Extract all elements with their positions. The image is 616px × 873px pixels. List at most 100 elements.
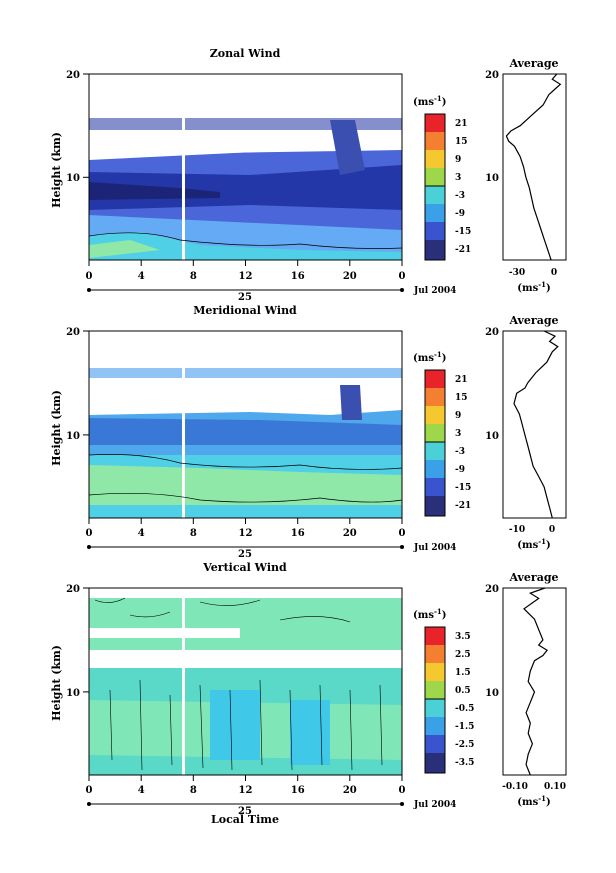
zonal-cbar-tick-5: -9 — [455, 209, 465, 219]
meridional-y-ticks — [83, 330, 89, 436]
meridional-date-label: Jul 2004 — [413, 543, 456, 553]
meridional-xtick-6: 0 — [399, 528, 406, 539]
meridional-plume — [340, 385, 362, 420]
zonal-cbar-tick-7: -21 — [455, 245, 471, 255]
meridional-xtick-5: 20 — [343, 528, 357, 539]
meridional-title: Meridional Wind — [193, 304, 297, 317]
vertical-xtick-5: 20 — [343, 785, 357, 796]
zonal-near-surface — [89, 232, 402, 260]
vertical-xtick-4: 16 — [291, 785, 305, 796]
meridional-contour — [88, 454, 403, 503]
vertical-y-ticks — [83, 587, 89, 693]
vertical-colorbar — [424, 626, 446, 774]
meridional-profile-line — [513, 330, 559, 519]
meridional-ytick-10: 10 — [66, 431, 80, 442]
zonal-xtick-3: 12 — [239, 271, 253, 282]
vertical-upper-band — [89, 598, 402, 650]
vertical-profile-xlabel: (ms-1) — [517, 794, 550, 808]
zonal-profile-ytick-20: 20 — [485, 70, 499, 81]
meridional-trop-band — [89, 368, 402, 378]
zonal-date-label: Jul 2004 — [413, 286, 456, 296]
vertical-xtick-6: 0 — [399, 785, 406, 796]
zonal-cbar-tick-3: 3 — [455, 173, 461, 183]
vertical-cbar-unit: (ms-1) — [413, 607, 446, 621]
vertical-wind-panel: Vertical Wind 0 4 8 12 16 20 0 — [50, 561, 567, 826]
meridional-ytick-20: 20 — [66, 327, 80, 338]
vertical-cbar-tick-2: 1.5 — [455, 668, 471, 678]
vertical-cbar-tick-1: 2.5 — [455, 650, 471, 660]
zonal-cbar-unit: (ms-1) — [413, 94, 446, 108]
meridional-heatmap — [89, 331, 402, 518]
zonal-profile-xtick-0: -30 — [509, 268, 525, 278]
meridional-cbar-tick-5: -9 — [455, 465, 465, 475]
vertical-ytick-20: 20 — [66, 584, 80, 595]
zonal-profile-line — [505, 73, 562, 261]
vertical-cbar-tick-7: -3.5 — [455, 758, 474, 768]
vertical-day-axis — [87, 802, 404, 806]
meridional-xtick-1: 4 — [138, 528, 145, 539]
zonal-day-label: 25 — [238, 292, 252, 303]
vertical-profile-line — [523, 587, 548, 776]
meridional-day-axis — [87, 545, 404, 549]
meridional-xtick-2: 8 — [190, 528, 197, 539]
vertical-profile-xtick-1: 0.10 — [544, 782, 566, 792]
meridional-cbar-tick-2: 9 — [455, 411, 461, 421]
meridional-profile-title: Average — [508, 314, 558, 327]
zonal-jet-darkest — [89, 182, 220, 200]
meridional-xtick-3: 12 — [239, 528, 253, 539]
zonal-cbar-tick-6: -15 — [455, 227, 471, 237]
meridional-profile-ytick-10: 10 — [485, 431, 499, 442]
vertical-x-ticks — [88, 775, 403, 781]
meridional-xtick-0: 0 — [86, 528, 93, 539]
zonal-cbar-tick-2: 9 — [455, 155, 461, 165]
vertical-xlabel: Local Time — [211, 813, 279, 826]
zonal-surface-green — [89, 240, 160, 258]
zonal-tropopause-band — [89, 118, 402, 130]
zonal-plume — [330, 120, 365, 175]
vertical-profile-xtick-0: -0.10 — [502, 782, 528, 792]
zonal-ytick-10: 10 — [66, 173, 80, 184]
meridional-cbar-tick-0: 21 — [455, 375, 468, 385]
zonal-profile-xtick-1: 0 — [551, 268, 557, 278]
meridional-wind-panel: Meridional Wind 0 4 8 12 16 20 0 — [50, 304, 567, 560]
vertical-cbar-tick-3: 0.5 — [455, 686, 471, 696]
zonal-profile-xlabel: (ms-1) — [517, 280, 550, 294]
zonal-xtick-1: 4 — [138, 271, 145, 282]
zonal-cbar-tick-4: -3 — [455, 191, 465, 201]
meridional-ylabel: Height (km) — [50, 390, 63, 466]
vertical-ylabel: Height (km) — [50, 645, 63, 721]
zonal-gap — [182, 74, 185, 260]
zonal-xtick-2: 8 — [190, 271, 197, 282]
zonal-day-axis — [87, 288, 404, 292]
zonal-y-ticks — [83, 73, 89, 178]
zonal-xtick-4: 16 — [291, 271, 305, 282]
meridional-day-label: 25 — [238, 549, 252, 560]
zonal-ylabel: Height (km) — [50, 132, 63, 208]
zonal-cbar-tick-1: 15 — [455, 137, 468, 147]
zonal-cbar-tick-0: 21 — [455, 119, 468, 129]
vertical-profile-ytick-10: 10 — [485, 688, 499, 699]
zonal-xtick-5: 20 — [343, 271, 357, 282]
meridional-colorbar — [424, 369, 446, 517]
meridional-profile-xtick-1: 0 — [549, 525, 555, 535]
zonal-profile-ytick-10: 10 — [485, 173, 499, 184]
vertical-cbar-tick-5: -1.5 — [455, 722, 474, 732]
zonal-title: Zonal Wind — [210, 47, 281, 60]
meridional-x-ticks — [88, 518, 403, 524]
vertical-gap — [182, 588, 185, 775]
meridional-cbar-tick-1: 15 — [455, 393, 468, 403]
zonal-ytick-20: 20 — [66, 70, 80, 81]
zonal-profile-title: Average — [508, 57, 558, 70]
meridional-profile-xtick-0: -10 — [509, 525, 525, 535]
vertical-profile-ytick-20: 20 — [485, 584, 499, 595]
zonal-profile-frame — [502, 73, 567, 261]
vertical-ytick-10: 10 — [66, 688, 80, 699]
meridional-profile-frame — [502, 330, 567, 519]
vertical-mid-gap — [89, 650, 402, 668]
vertical-upper-gap — [89, 628, 240, 638]
vertical-cyan-streaks — [210, 690, 330, 765]
vertical-profile-title: Average — [508, 571, 558, 584]
vertical-cbar-tick-0: 3.5 — [455, 632, 471, 642]
meridional-cbar-tick-6: -15 — [455, 483, 471, 493]
